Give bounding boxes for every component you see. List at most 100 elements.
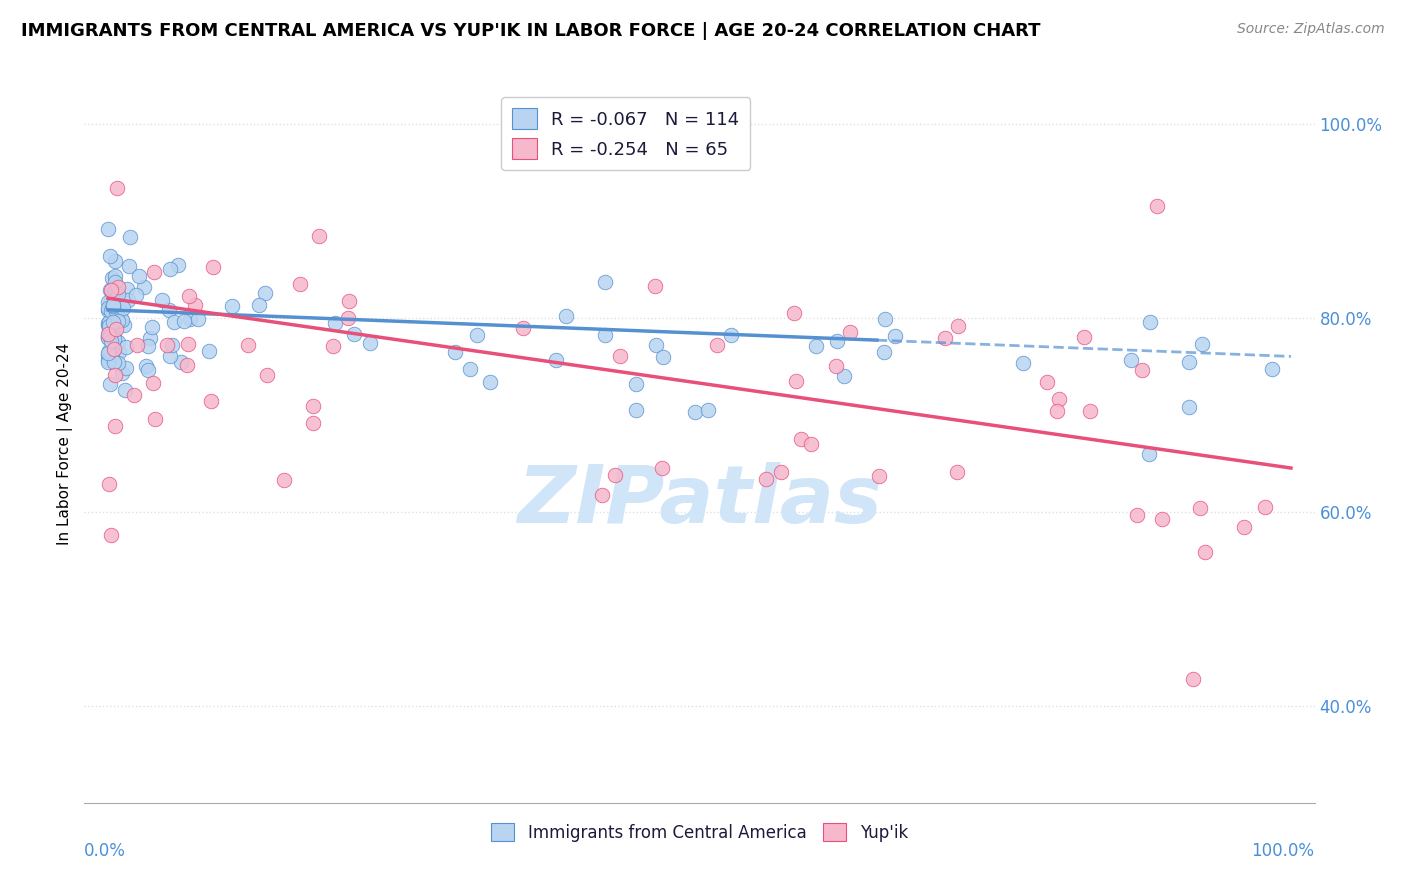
Point <box>104 253 127 268</box>
Point <box>111 313 134 327</box>
Point <box>115 340 138 354</box>
Point <box>97 326 120 341</box>
Point <box>685 405 707 419</box>
Point <box>652 350 675 364</box>
Point <box>98 376 121 391</box>
Point <box>1078 404 1101 418</box>
Point <box>97 318 120 332</box>
Point <box>100 296 122 310</box>
Point <box>624 376 647 391</box>
Point <box>605 467 627 482</box>
Point <box>1152 512 1174 526</box>
Point <box>103 332 125 346</box>
Text: IMMIGRANTS FROM CENTRAL AMERICA VS YUP'IK IN LABOR FORCE | AGE 20-24 CORRELATION: IMMIGRANTS FROM CENTRAL AMERICA VS YUP'I… <box>21 22 1040 40</box>
Text: 100.0%: 100.0% <box>1251 842 1315 860</box>
Point <box>273 473 295 487</box>
Point <box>247 298 270 312</box>
Point <box>593 275 616 289</box>
Point <box>120 229 142 244</box>
Point <box>98 249 121 263</box>
Point <box>359 336 381 351</box>
Point <box>595 327 617 342</box>
Point <box>800 437 823 451</box>
Point <box>97 352 120 367</box>
Point <box>1046 404 1069 418</box>
Point <box>221 299 243 313</box>
Point <box>98 343 121 358</box>
Point <box>785 374 807 388</box>
Point <box>946 465 969 479</box>
Point <box>839 325 862 339</box>
Legend: Immigrants from Central America, Yup'ik: Immigrants from Central America, Yup'ik <box>484 817 915 848</box>
Point <box>512 321 534 335</box>
Point <box>1261 362 1284 376</box>
Point <box>114 383 136 397</box>
Point <box>824 359 846 373</box>
Point <box>103 343 125 357</box>
Point <box>97 329 120 343</box>
Point <box>98 331 121 345</box>
Point <box>460 361 482 376</box>
Point <box>103 355 125 369</box>
Point <box>1146 198 1168 212</box>
Point <box>832 369 855 384</box>
Point <box>200 394 222 409</box>
Point <box>97 329 120 343</box>
Point <box>1036 375 1059 389</box>
Point <box>135 359 157 373</box>
Point <box>157 302 180 317</box>
Point <box>100 303 122 318</box>
Text: ZIPatlas: ZIPatlas <box>517 462 882 541</box>
Point <box>103 298 125 312</box>
Point <box>184 298 207 312</box>
Point <box>100 301 122 316</box>
Point <box>104 275 127 289</box>
Point <box>323 316 346 330</box>
Point <box>100 334 122 348</box>
Point <box>141 319 163 334</box>
Point <box>783 306 806 320</box>
Point <box>1177 401 1199 415</box>
Point <box>624 402 647 417</box>
Point <box>336 311 359 326</box>
Point <box>337 293 360 308</box>
Point <box>1012 356 1035 370</box>
Point <box>302 416 325 430</box>
Point <box>107 314 129 328</box>
Point <box>1119 353 1142 368</box>
Point <box>103 287 125 301</box>
Point <box>98 283 121 297</box>
Point <box>644 278 666 293</box>
Point <box>142 376 165 391</box>
Point <box>755 472 778 486</box>
Point <box>142 265 165 279</box>
Point <box>108 345 131 359</box>
Point <box>97 316 120 330</box>
Point <box>115 282 138 296</box>
Point <box>1073 330 1095 344</box>
Point <box>97 301 120 315</box>
Point <box>645 338 668 352</box>
Point <box>97 345 120 359</box>
Point <box>97 476 120 491</box>
Point <box>1189 500 1212 515</box>
Point <box>104 269 127 284</box>
Point <box>107 314 129 328</box>
Point <box>111 366 134 380</box>
Point <box>934 331 956 345</box>
Point <box>1137 447 1160 461</box>
Point <box>609 349 631 363</box>
Point <box>97 318 120 333</box>
Point <box>302 399 325 413</box>
Point <box>97 302 120 317</box>
Point <box>107 279 129 293</box>
Point <box>236 338 259 352</box>
Point <box>873 345 896 359</box>
Point <box>1130 363 1153 377</box>
Point <box>167 258 190 272</box>
Point <box>159 349 181 363</box>
Point <box>103 330 125 344</box>
Point <box>125 337 148 351</box>
Point <box>868 469 890 483</box>
Point <box>100 528 122 542</box>
